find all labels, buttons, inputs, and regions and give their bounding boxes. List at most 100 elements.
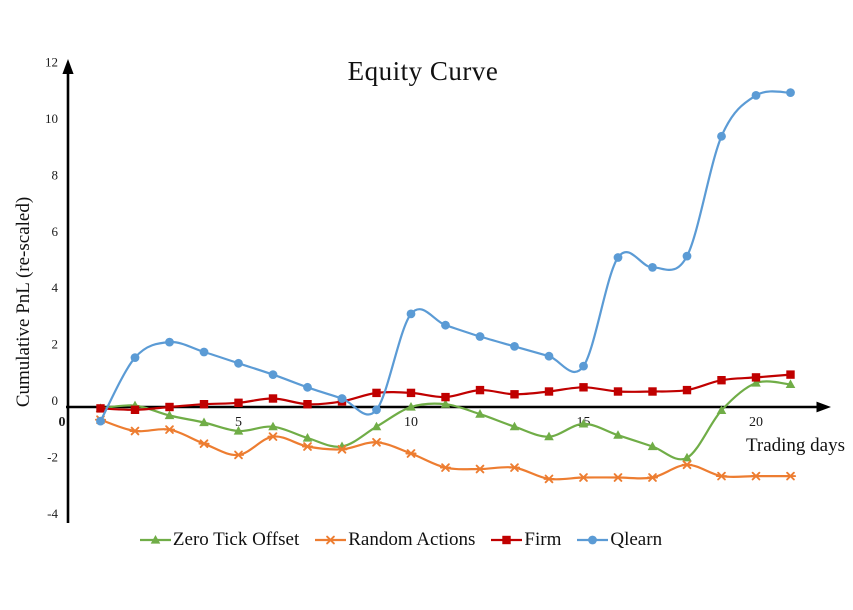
data-point-marker (786, 370, 795, 379)
data-point-marker (268, 394, 278, 403)
data-point-marker (750, 471, 762, 481)
legend-item-firm: Firm (490, 529, 561, 551)
data-point-marker (751, 378, 761, 387)
legend-item-random-actions: Random Actions (314, 529, 475, 551)
x-axis-arrowhead-icon (816, 401, 831, 413)
data-point-marker (337, 394, 347, 403)
data-point-marker (578, 418, 589, 428)
data-point-marker (475, 409, 485, 418)
data-point-marker (717, 131, 726, 141)
x-tick-label: 10 (404, 415, 418, 430)
data-point-marker (751, 91, 761, 100)
data-point-marker (165, 402, 174, 412)
data-point-marker (370, 437, 383, 447)
data-point-marker (372, 388, 381, 398)
legend-item-qlearn: Qlearn (576, 529, 662, 551)
data-point-marker (129, 426, 141, 436)
data-point-marker (268, 421, 278, 431)
y-tick-label: 0 (52, 393, 59, 408)
data-point-marker (579, 383, 588, 392)
data-point-marker (544, 431, 554, 441)
data-point-marker (130, 405, 140, 414)
circle-marker-icon (577, 535, 609, 545)
data-point-marker (234, 358, 243, 368)
data-point-marker (232, 450, 245, 460)
data-point-marker (441, 320, 450, 330)
data-point-marker (301, 442, 314, 451)
data-point-marker (163, 425, 176, 434)
data-point-marker (613, 253, 623, 262)
data-point-marker (371, 421, 382, 431)
data-point-marker (510, 390, 519, 399)
data-point-marker (647, 441, 658, 451)
data-point-marker (268, 370, 278, 379)
data-point-marker (372, 405, 381, 415)
data-point-marker (441, 392, 450, 402)
data-point-marker (150, 535, 161, 544)
data-point-marker (717, 376, 726, 385)
data-point-marker (439, 463, 452, 472)
series-line (99, 418, 792, 481)
legend-label: Zero Tick Offset (172, 529, 300, 550)
data-point-marker (509, 421, 520, 431)
legend-label: Qlearn (610, 529, 663, 550)
data-point-marker (648, 387, 657, 396)
y-tick-label: 4 (52, 280, 59, 295)
data-point-marker (544, 351, 554, 361)
data-point-marker (613, 387, 623, 396)
data-point-marker (199, 400, 209, 409)
y-tick-label: 8 (52, 167, 59, 182)
data-point-marker (406, 309, 416, 319)
data-point-marker (164, 410, 175, 420)
data-point-marker (440, 399, 451, 408)
data-point-marker (303, 400, 312, 409)
legend: Zero Tick Offset Random Actions Firm Qlearn (0, 529, 801, 551)
data-point-marker (198, 439, 210, 449)
x-axis-label: Trading days (745, 435, 845, 456)
data-point-marker (199, 417, 209, 427)
x-tick-label: 5 (235, 415, 242, 430)
series-qlearn (96, 88, 795, 426)
y-tick-label: 2 (52, 337, 59, 352)
data-point-marker (474, 464, 486, 474)
y-tick-label: -4 (47, 506, 58, 521)
data-point-marker (233, 426, 244, 435)
asterisk-marker-icon (315, 535, 347, 545)
data-point-marker (544, 387, 554, 396)
data-point-marker (199, 347, 209, 357)
data-point-marker (406, 388, 416, 398)
data-point-marker (579, 361, 588, 371)
data-point-marker (508, 463, 521, 472)
data-point-marker (336, 444, 348, 454)
data-point-marker (715, 471, 728, 481)
data-point-marker (406, 402, 416, 411)
data-point-marker (510, 342, 519, 351)
data-point-marker (302, 433, 313, 442)
triangle-marker-icon (139, 535, 171, 544)
data-point-marker (648, 263, 657, 272)
data-point-marker (543, 474, 555, 484)
series-zero-tick-offset (95, 378, 796, 462)
data-point-marker (96, 416, 105, 426)
data-point-marker (751, 373, 761, 382)
data-point-marker (785, 379, 796, 388)
data-point-marker (165, 337, 174, 347)
y-axis-arrowhead-icon (62, 59, 74, 74)
x-tick-label: 20 (749, 415, 763, 430)
data-point-marker (682, 385, 692, 395)
data-point-marker (405, 449, 417, 458)
chart-title: Equity Curve (347, 56, 499, 86)
legend-item-zero-tick-offset: Zero Tick Offset (139, 529, 299, 551)
data-point-marker (303, 382, 312, 392)
data-point-marker (234, 398, 243, 407)
data-point-marker (325, 535, 337, 545)
data-point-marker (646, 473, 659, 482)
data-point-marker (475, 385, 485, 395)
x-tick-label: 0 (59, 415, 66, 430)
data-point-marker (475, 332, 485, 341)
y-tick-label: 6 (52, 224, 59, 239)
data-point-marker (784, 471, 797, 481)
data-point-marker (716, 405, 727, 414)
data-point-marker (96, 404, 105, 413)
data-point-marker (577, 473, 590, 482)
